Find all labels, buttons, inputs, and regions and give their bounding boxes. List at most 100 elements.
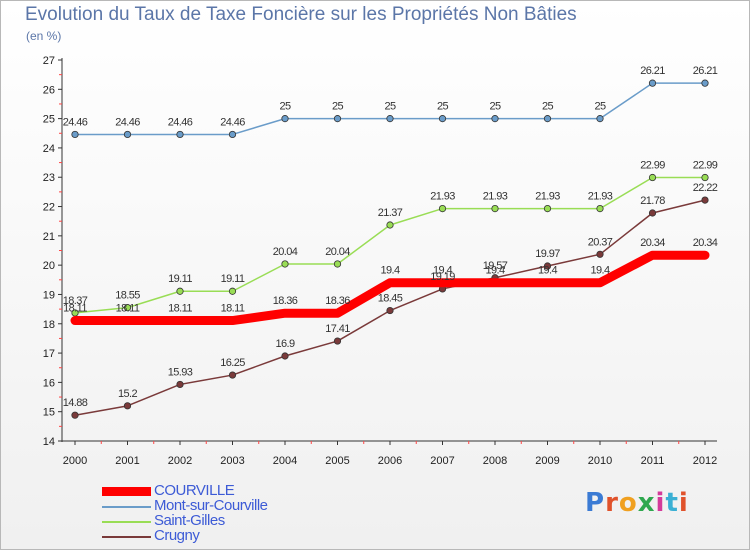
data-label-saint-gilles: 20.04	[325, 246, 350, 258]
data-label-crugny: 14.88	[63, 397, 88, 409]
logo-letter: i	[678, 488, 689, 518]
y-tick-label: 26	[43, 84, 55, 96]
data-label-saint-gilles: 22.99	[640, 160, 665, 172]
data-point-mont-sur-courville	[176, 130, 184, 139]
data-point-saint-gilles	[176, 287, 184, 295]
x-tick-label: 2003	[220, 455, 244, 467]
data-label-crugny: 21.78	[640, 195, 665, 207]
data-label-saint-gilles: 20.04	[273, 246, 298, 258]
x-tick-label: 2008	[483, 455, 507, 467]
data-label-mont-sur-courville: 25	[594, 101, 606, 113]
x-tick-label: 2010	[588, 455, 612, 467]
data-point-mont-sur-courville	[648, 79, 657, 87]
legend-label-saint-gilles: Saint-Gilles	[154, 512, 225, 529]
data-label-mont-sur-courville: 25	[332, 101, 344, 113]
data-point-mont-sur-courville	[123, 130, 132, 139]
y-tick-label: 18	[43, 319, 55, 331]
data-point-saint-gilles	[123, 304, 132, 312]
data-label-mont-sur-courville: 25	[542, 101, 554, 113]
data-label-saint-gilles: 21.93	[588, 191, 613, 203]
data-label-courville: 18.11	[221, 303, 245, 315]
legend-swatch-courville	[102, 487, 151, 496]
data-label-saint-gilles: 18.55	[115, 290, 140, 302]
data-label-saint-gilles: 21.93	[483, 191, 508, 203]
data-label-saint-gilles: 22.99	[693, 160, 718, 172]
data-label-courville: 18.11	[116, 303, 140, 315]
data-label-saint-gilles: 21.93	[535, 191, 560, 203]
proxiti-logo: Proxiti	[585, 488, 689, 518]
data-point-crugny	[596, 250, 604, 258]
data-point-saint-gilles	[648, 173, 657, 182]
data-point-crugny	[648, 209, 657, 217]
data-point-crugny	[386, 306, 394, 315]
y-tick-label: 19	[43, 289, 55, 301]
data-point-mont-sur-courville	[543, 115, 552, 123]
data-label-crugny: 15.2	[118, 388, 137, 400]
data-label-courville: 19.4	[380, 265, 399, 277]
data-label-courville: 20.34	[640, 237, 665, 249]
data-point-saint-gilles	[386, 221, 394, 229]
data-point-mont-sur-courville	[281, 115, 289, 123]
data-label-mont-sur-courville: 25	[279, 101, 291, 113]
data-point-mont-sur-courville	[491, 115, 499, 123]
y-tick-label: 17	[43, 348, 55, 360]
logo-letter: t	[665, 488, 679, 518]
data-label-courville: 19.4	[590, 265, 609, 277]
x-tick-label: 2011	[641, 455, 665, 467]
x-tick-label: 2000	[63, 455, 87, 467]
x-tick-label: 2004	[273, 455, 297, 467]
data-label-mont-sur-courville: 26.21	[640, 65, 665, 77]
data-label-mont-sur-courville: 24.46	[168, 116, 193, 128]
line-chart: 14 15 16 17 18 19 20 21 22 23 24 25 26 27 2000 2001 2002…	[43, 55, 719, 467]
x-tick-label: 2007	[430, 455, 454, 467]
data-point-crugny	[71, 411, 79, 419]
data-label-crugny: 19.57	[483, 260, 508, 272]
data-label-crugny: 16.25	[220, 357, 245, 369]
data-point-crugny	[543, 262, 552, 270]
data-label-mont-sur-courville: 25	[489, 101, 501, 113]
data-label-crugny: 18.45	[378, 293, 403, 305]
data-label-mont-sur-courville: 24.46	[220, 116, 245, 128]
data-point-mont-sur-courville	[228, 130, 237, 139]
data-label-courville: 19.4	[433, 265, 452, 277]
legend-label-crugny: Crugny	[154, 527, 200, 544]
data-point-saint-gilles	[333, 260, 342, 268]
legend-label-mont-sur-courville: Mont-sur-Courville	[154, 497, 268, 514]
x-tick-label: 2006	[378, 455, 402, 467]
data-point-mont-sur-courville	[333, 115, 342, 123]
y-tick-label: 22	[43, 202, 55, 214]
data-label-saint-gilles: 21.37	[378, 207, 403, 219]
data-label-mont-sur-courville: 24.46	[63, 116, 88, 128]
x-tick-label: 2002	[168, 455, 192, 467]
data-label-crugny: 19.19	[430, 271, 455, 283]
data-label-mont-sur-courville: 25	[384, 101, 396, 113]
x-tick-label: 2012	[693, 455, 717, 467]
data-label-courville: 18.11	[63, 303, 87, 315]
data-label-saint-gilles: 19.11	[221, 273, 245, 285]
data-label-courville: 19.4	[538, 265, 557, 277]
data-point-mont-sur-courville	[386, 115, 394, 123]
data-point-mont-sur-courville	[701, 79, 709, 87]
data-point-saint-gilles	[228, 287, 237, 295]
data-label-courville: 18.36	[325, 295, 350, 307]
data-label-crugny: 15.93	[168, 366, 193, 378]
data-label-crugny: 19.97	[535, 248, 560, 260]
data-label-courville: 18.11	[168, 303, 192, 315]
data-point-crugny	[281, 352, 289, 360]
logo-letter: o	[618, 488, 638, 518]
data-point-saint-gilles	[701, 173, 709, 182]
data-label-crugny: 17.41	[325, 323, 350, 335]
legend-label-courville: COURVILLE	[154, 482, 235, 499]
series-line-courville	[70, 250, 710, 326]
logo-letter: r	[605, 488, 619, 518]
x-tick-label: 2009	[535, 455, 559, 467]
data-label-mont-sur-courville: 25	[437, 101, 449, 113]
y-unit-label: (en %)	[26, 29, 62, 43]
data-label-saint-gilles: 21.93	[430, 191, 455, 203]
y-tick-label: 14	[43, 436, 55, 448]
logo-letter: x	[637, 488, 656, 518]
data-point-mont-sur-courville	[438, 115, 447, 123]
data-point-saint-gilles	[281, 260, 289, 268]
y-tick-label: 21	[43, 231, 55, 243]
